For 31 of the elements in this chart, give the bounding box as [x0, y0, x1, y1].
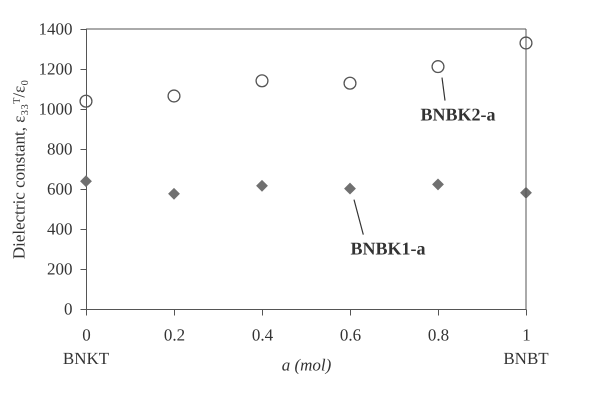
y-tick-label: 400 — [47, 220, 72, 238]
text: BNBT — [503, 349, 550, 368]
x-tick-label: 0.4 — [252, 326, 274, 344]
point — [168, 188, 180, 200]
y-axis-title: Dielectric constant, ε₃₃ᵀ/ε₀ — [10, 80, 28, 260]
point — [79, 94, 93, 108]
point — [255, 74, 269, 88]
text: BNKT — [62, 349, 110, 368]
point — [432, 178, 444, 190]
x-tick-label: 0.2 — [164, 326, 186, 344]
point — [256, 180, 268, 192]
x-tick-label: 1 — [522, 326, 531, 344]
y-tick-label: 600 — [47, 180, 72, 198]
point — [343, 76, 357, 90]
x-tick-label: 0.6 — [340, 326, 362, 344]
point — [80, 175, 92, 188]
point — [431, 60, 445, 74]
y-tick-label: 800 — [47, 140, 72, 158]
y-tick-label: 1200 — [38, 60, 72, 78]
y-tick-label: 1400 — [38, 20, 72, 38]
point — [344, 182, 356, 195]
point — [167, 89, 181, 103]
x-tick-label: 0 — [82, 326, 91, 344]
series-label: BNBK2-a — [420, 104, 496, 125]
y-tick-label: 0 — [64, 300, 72, 318]
point — [519, 36, 533, 50]
y-tick-label: 200 — [47, 260, 72, 278]
text: BNBK1-a — [350, 238, 426, 259]
y-tick-label: 1000 — [38, 100, 72, 118]
x-axis-title: a (mol) — [282, 356, 332, 374]
x-tick-label: 0.8 — [428, 326, 450, 344]
